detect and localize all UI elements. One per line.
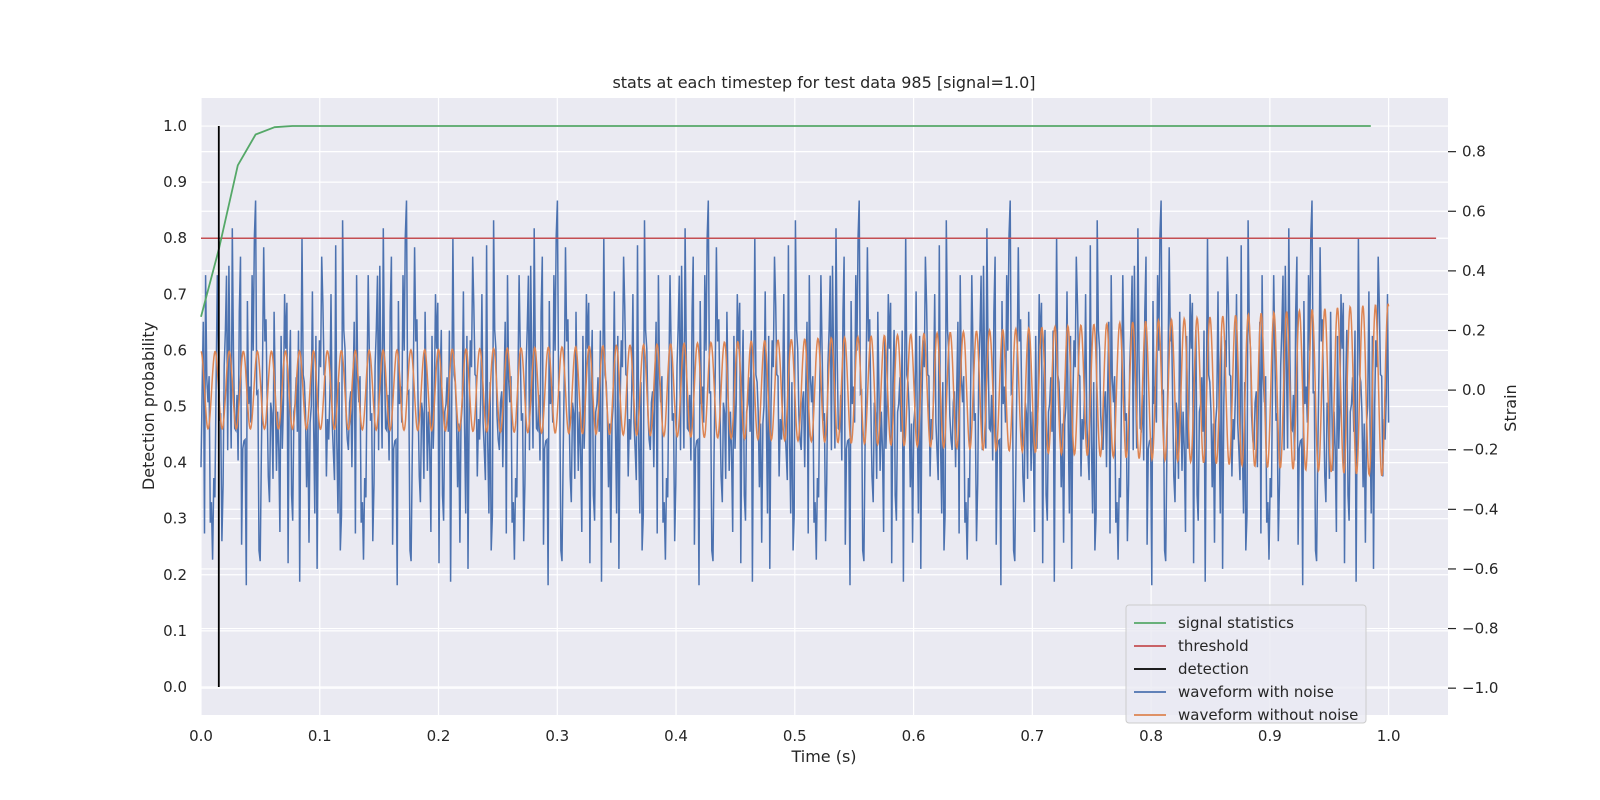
legend-label: threshold xyxy=(1178,637,1249,655)
x-tick-label: 0.7 xyxy=(1020,727,1044,745)
legend-label: waveform without noise xyxy=(1178,706,1358,724)
x-tick-label: 1.0 xyxy=(1377,727,1401,745)
y-tick-label: 0.1 xyxy=(163,622,187,640)
legend-label: detection xyxy=(1178,660,1249,678)
y-tick-label: 0.3 xyxy=(163,510,187,528)
y-tick-label: 1.0 xyxy=(163,117,187,135)
x-tick-label: 0.3 xyxy=(545,727,569,745)
right-tick-label: −0.2 xyxy=(1462,441,1498,459)
series-waveform-with-noise xyxy=(200,200,1390,586)
series-signal-statistics xyxy=(200,125,1371,318)
x-tick-label: 0.8 xyxy=(1139,727,1163,745)
x-axis-label: Time (s) xyxy=(790,747,856,766)
y-tick-label: 0.4 xyxy=(163,454,187,472)
right-tick-label: 0.2 xyxy=(1462,321,1486,339)
right-tick-label: 0.8 xyxy=(1462,143,1486,161)
y-tick-label: 0.8 xyxy=(163,229,187,247)
right-tick-label: −1.0 xyxy=(1462,679,1498,697)
right-tick-label: 0.0 xyxy=(1462,381,1486,399)
y-axis-label: Detection probability xyxy=(139,322,158,490)
x-tick-label: 0.0 xyxy=(189,727,213,745)
right-tick-label: −0.4 xyxy=(1462,500,1498,518)
y-tick-label: 0.2 xyxy=(163,566,187,584)
right-tick-label: 0.6 xyxy=(1462,202,1486,220)
legend-label: waveform with noise xyxy=(1178,683,1334,701)
x-tick-label: 0.4 xyxy=(664,727,688,745)
y-tick-label: 0.0 xyxy=(163,678,187,696)
x-tick-label: 0.5 xyxy=(783,727,807,745)
x-tick-label: 0.2 xyxy=(427,727,451,745)
legend-box xyxy=(1125,604,1367,724)
legend: signal statistics threshold detection wavef… xyxy=(1125,604,1367,724)
x-tick-label: 0.1 xyxy=(308,727,332,745)
x-tick-label: 0.6 xyxy=(902,727,926,745)
chart-title: stats at each timestep for test data 985… xyxy=(612,73,1035,92)
y-tick-label: 0.6 xyxy=(163,341,187,359)
right-tick-label: −0.8 xyxy=(1462,620,1498,638)
left-axis: 0.0 0.1 0.2 0.3 0.4 0.5 0.6 0.7 0.8 0.9 1.0 xyxy=(163,117,187,696)
x-axis: 0.0 0.1 0.2 0.3 0.4 0.5 0.6 0.7 0.8 0.9 1.0 xyxy=(189,727,1400,745)
right-axis: −1.0 −0.8 −0.6 −0.4 −0.2 0.0 0.2 0.4 0.6 0.8 xyxy=(1448,143,1498,697)
y-tick-label: 0.7 xyxy=(163,285,187,303)
right-axis-label: Strain xyxy=(1501,384,1520,431)
legend-label: signal statistics xyxy=(1178,614,1294,632)
y-tick-label: 0.5 xyxy=(163,398,187,416)
series-waveform-without-noise xyxy=(200,303,1390,478)
right-tick-label: 0.4 xyxy=(1462,262,1486,280)
series-layer xyxy=(200,125,1437,687)
right-tick-label: −0.6 xyxy=(1462,560,1498,578)
y-tick-label: 0.9 xyxy=(163,173,187,191)
x-tick-label: 0.9 xyxy=(1258,727,1282,745)
